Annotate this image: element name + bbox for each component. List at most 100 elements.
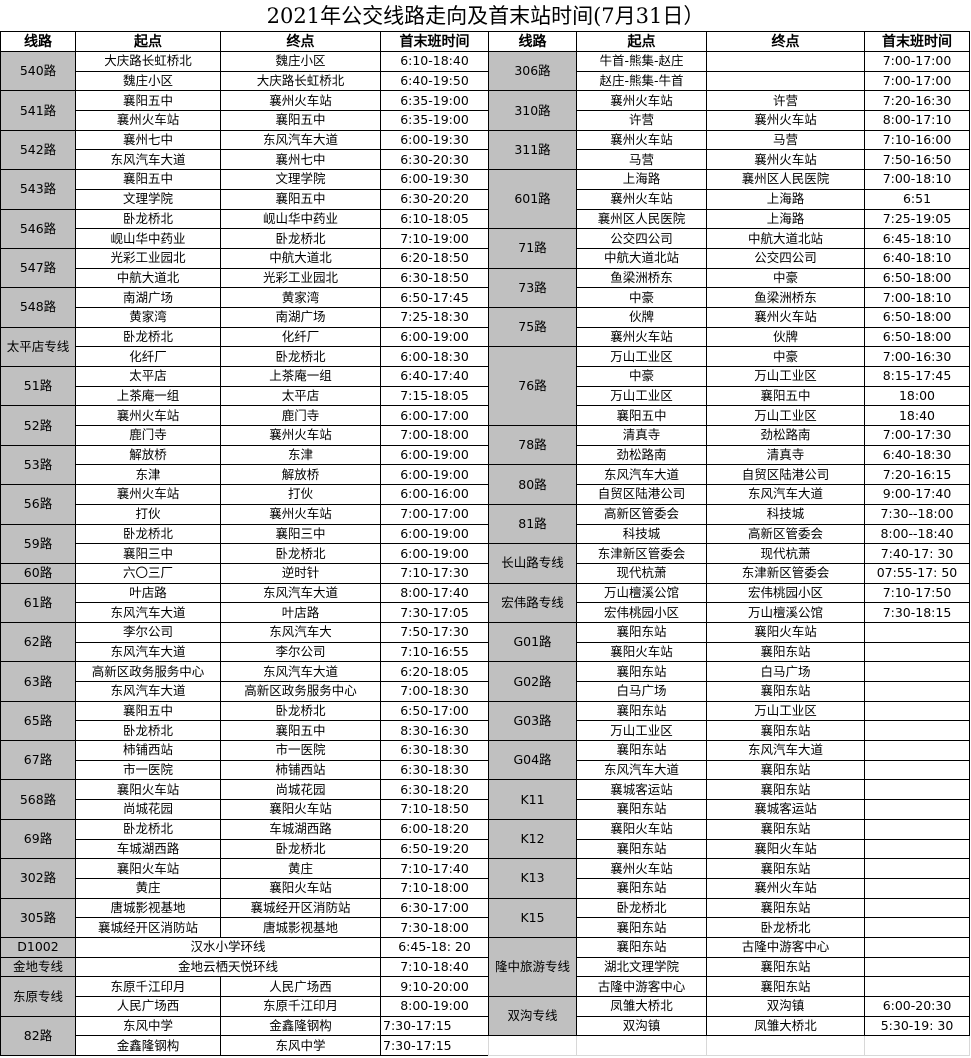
end-stop-cell: 上海路 bbox=[706, 208, 865, 230]
end-stop-cell: 大庆路长虹桥北 bbox=[220, 70, 381, 92]
time-cell: 6:50-19:20 bbox=[380, 838, 489, 860]
start-stop-cell: 襄阳五中 bbox=[576, 405, 707, 427]
start-stop-cell: 卧龙桥北 bbox=[75, 523, 221, 545]
route-cell: 306路 bbox=[488, 50, 577, 92]
time-cell: 7:00-17:00 bbox=[380, 503, 489, 525]
empty-cell bbox=[864, 1035, 970, 1057]
time-cell: 8:00-17:40 bbox=[380, 582, 489, 604]
table-row: 65路 襄阳五中 卧龙桥北 6:50-17:00 bbox=[0, 700, 489, 742]
route-cell: 541路 bbox=[0, 90, 76, 131]
time-cell: 6:00-18:30 bbox=[380, 346, 489, 367]
time-cell: 7:10-18:00 bbox=[380, 877, 489, 899]
time-cell: 7:10-17:40 bbox=[380, 858, 489, 879]
start-stop-cell: 黄家湾 bbox=[75, 306, 221, 328]
end-stop-cell: 东风汽车大道 bbox=[220, 661, 381, 682]
time-cell: 7:10-19:00 bbox=[380, 228, 489, 249]
end-stop-cell: 襄阳东站 bbox=[706, 858, 865, 879]
table-row: 53路 解放桥 东津 6:00-19:00 bbox=[0, 444, 489, 486]
table-row: 62路 李尔公司 东风汽车大 7:50-17:30 bbox=[0, 621, 489, 663]
start-stop-cell: 金鑫隆钢构 bbox=[75, 1035, 221, 1057]
time-cell: 9:00-17:40 bbox=[864, 484, 970, 505]
end-stop-cell: 襄阳东站 bbox=[706, 818, 865, 840]
end-stop-cell: 中航大道北 bbox=[220, 247, 381, 269]
end-stop-cell: 伙牌 bbox=[706, 326, 865, 348]
end-stop-cell: 东风中学 bbox=[220, 1035, 381, 1057]
start-stop-cell: 高新区管委会 bbox=[576, 503, 707, 525]
start-stop-cell: 襄州火车站 bbox=[576, 188, 707, 210]
end-stop-cell: 东津新区管委会 bbox=[706, 562, 865, 584]
table-row: 82路 东风中学 金鑫隆钢构 7:30-17:15 bbox=[0, 1015, 489, 1057]
end-stop-cell: 卧龙桥北 bbox=[706, 917, 865, 938]
end-stop-cell: 襄州火车站 bbox=[706, 149, 865, 171]
table-row: 襄阳东站 襄州火车站 bbox=[489, 877, 970, 899]
table-row: 尚城花园 襄阳火车站 7:10-18:50 bbox=[1, 799, 489, 820]
table-row: 许营 襄州火车站 8:00-17:10 bbox=[489, 110, 970, 131]
end-stop-cell: 襄州火车站 bbox=[220, 425, 381, 446]
end-stop-cell: 金鑫隆钢构 bbox=[220, 1015, 381, 1037]
table-row: G01路 襄阳东站 襄阳火车站 bbox=[488, 621, 970, 663]
time-cell: 7:50-16:50 bbox=[864, 149, 970, 171]
start-stop-cell: 襄阳五中 bbox=[75, 700, 221, 722]
start-stop-cell: 襄阳五中 bbox=[75, 90, 221, 112]
end-stop-cell: 文理学院 bbox=[220, 169, 381, 190]
time-cell: 6:50-17:00 bbox=[380, 700, 489, 722]
start-stop-cell: 万山檀溪公馆 bbox=[576, 582, 707, 604]
start-stop-cell: 中豪 bbox=[576, 287, 707, 308]
end-stop-cell: 襄州火车站 bbox=[220, 503, 381, 525]
start-stop-cell: 襄州火车站 bbox=[576, 129, 707, 151]
start-stop-cell: 东风汽车大道 bbox=[75, 641, 221, 663]
start-stop-cell: 东风汽车大道 bbox=[576, 759, 707, 781]
empty-cell bbox=[488, 1035, 577, 1057]
end-stop-cell bbox=[706, 51, 865, 72]
time-cell: 7:30-18:00 bbox=[380, 917, 489, 938]
table-row: 东风汽车大道 高新区政务服务中心 7:00-18:30 bbox=[1, 681, 489, 702]
table-row: 长山路专线 东津新区管委会 现代杭萧 7:40-17: 30 bbox=[488, 543, 970, 584]
end-stop-cell: 打伙 bbox=[220, 484, 381, 505]
start-stop-cell: 黄庄 bbox=[75, 877, 221, 899]
start-stop-cell: 襄州火车站 bbox=[75, 110, 221, 131]
start-stop-cell: 马营 bbox=[576, 149, 707, 171]
table-row: K13 襄州火车站 襄阳东站 bbox=[488, 858, 970, 899]
end-stop-cell: 襄阳火车站 bbox=[706, 621, 865, 643]
table-row: 71路 公交四公司 中航大道北站 6:45-18:10 bbox=[488, 228, 970, 269]
time-cell bbox=[864, 838, 970, 860]
table-row: 赵庄-熊集-牛首 7:00-17:00 bbox=[489, 70, 970, 92]
end-stop-cell: 清真寺 bbox=[706, 444, 865, 466]
end-stop-cell: 襄阳五中 bbox=[220, 110, 381, 131]
time-cell: 6:30-18:30 bbox=[380, 759, 489, 781]
time-cell: 6:40-18:10 bbox=[864, 247, 970, 269]
start-stop-cell: 东风汽车大道 bbox=[75, 681, 221, 702]
time-cell bbox=[864, 976, 970, 997]
route-cell: G03路 bbox=[488, 700, 577, 742]
start-stop-cell: 双沟镇 bbox=[576, 1015, 707, 1037]
time-cell: 18:00 bbox=[864, 385, 970, 407]
end-stop-cell: 上茶庵一组 bbox=[220, 366, 381, 387]
table-row: 52路 襄州火车站 鹿门寺 6:00-17:00 bbox=[0, 405, 489, 446]
route-cell: 67路 bbox=[0, 740, 76, 781]
table-row: 宏伟桃园小区 万山檀溪公馆 7:30-18:15 bbox=[489, 602, 970, 623]
start-stop-cell: 中航大道北站 bbox=[576, 247, 707, 269]
time-cell: 6:50-18:00 bbox=[864, 326, 970, 348]
start-stop-cell: 襄州七中 bbox=[75, 129, 221, 151]
start-stop-cell: 现代杭萧 bbox=[576, 562, 707, 584]
route-cell: G01路 bbox=[488, 621, 577, 663]
time-cell bbox=[864, 720, 970, 742]
table-row: 东原专线 东原千江印月 人民广场西 9:10-20:00 bbox=[0, 976, 489, 1017]
time-cell: 8:30-16:30 bbox=[380, 720, 489, 742]
route-cell: 543路 bbox=[0, 169, 76, 210]
time-cell: 6:45-18: 20 bbox=[380, 936, 489, 958]
end-stop-cell: 襄城经开区消防站 bbox=[220, 897, 381, 919]
end-stop-cell: 尚城花园 bbox=[220, 779, 381, 801]
start-stop-cell: 中航大道北 bbox=[75, 267, 221, 289]
start-stop-cell: 襄州区人民医院 bbox=[576, 208, 707, 230]
table-row: 车城湖西路 卧龙桥北 6:50-19:20 bbox=[1, 838, 489, 860]
start-stop-cell: 卧龙桥北 bbox=[75, 818, 221, 840]
page-title: 2021年公交线路走向及首末站时间(7月31日） bbox=[266, 4, 705, 28]
table-row: 襄州火车站 伙牌 6:50-18:00 bbox=[489, 326, 970, 348]
end-stop-cell: 卧龙桥北 bbox=[220, 346, 381, 367]
table-row: 现代杭萧 东津新区管委会 07:55-17: 50 bbox=[489, 562, 970, 584]
route-cell: G02路 bbox=[488, 661, 577, 702]
end-stop-cell: 万山工业区 bbox=[706, 405, 865, 427]
end-stop-cell: 凤雏大桥北 bbox=[706, 1015, 865, 1037]
end-stop-cell: 卧龙桥北 bbox=[220, 228, 381, 249]
